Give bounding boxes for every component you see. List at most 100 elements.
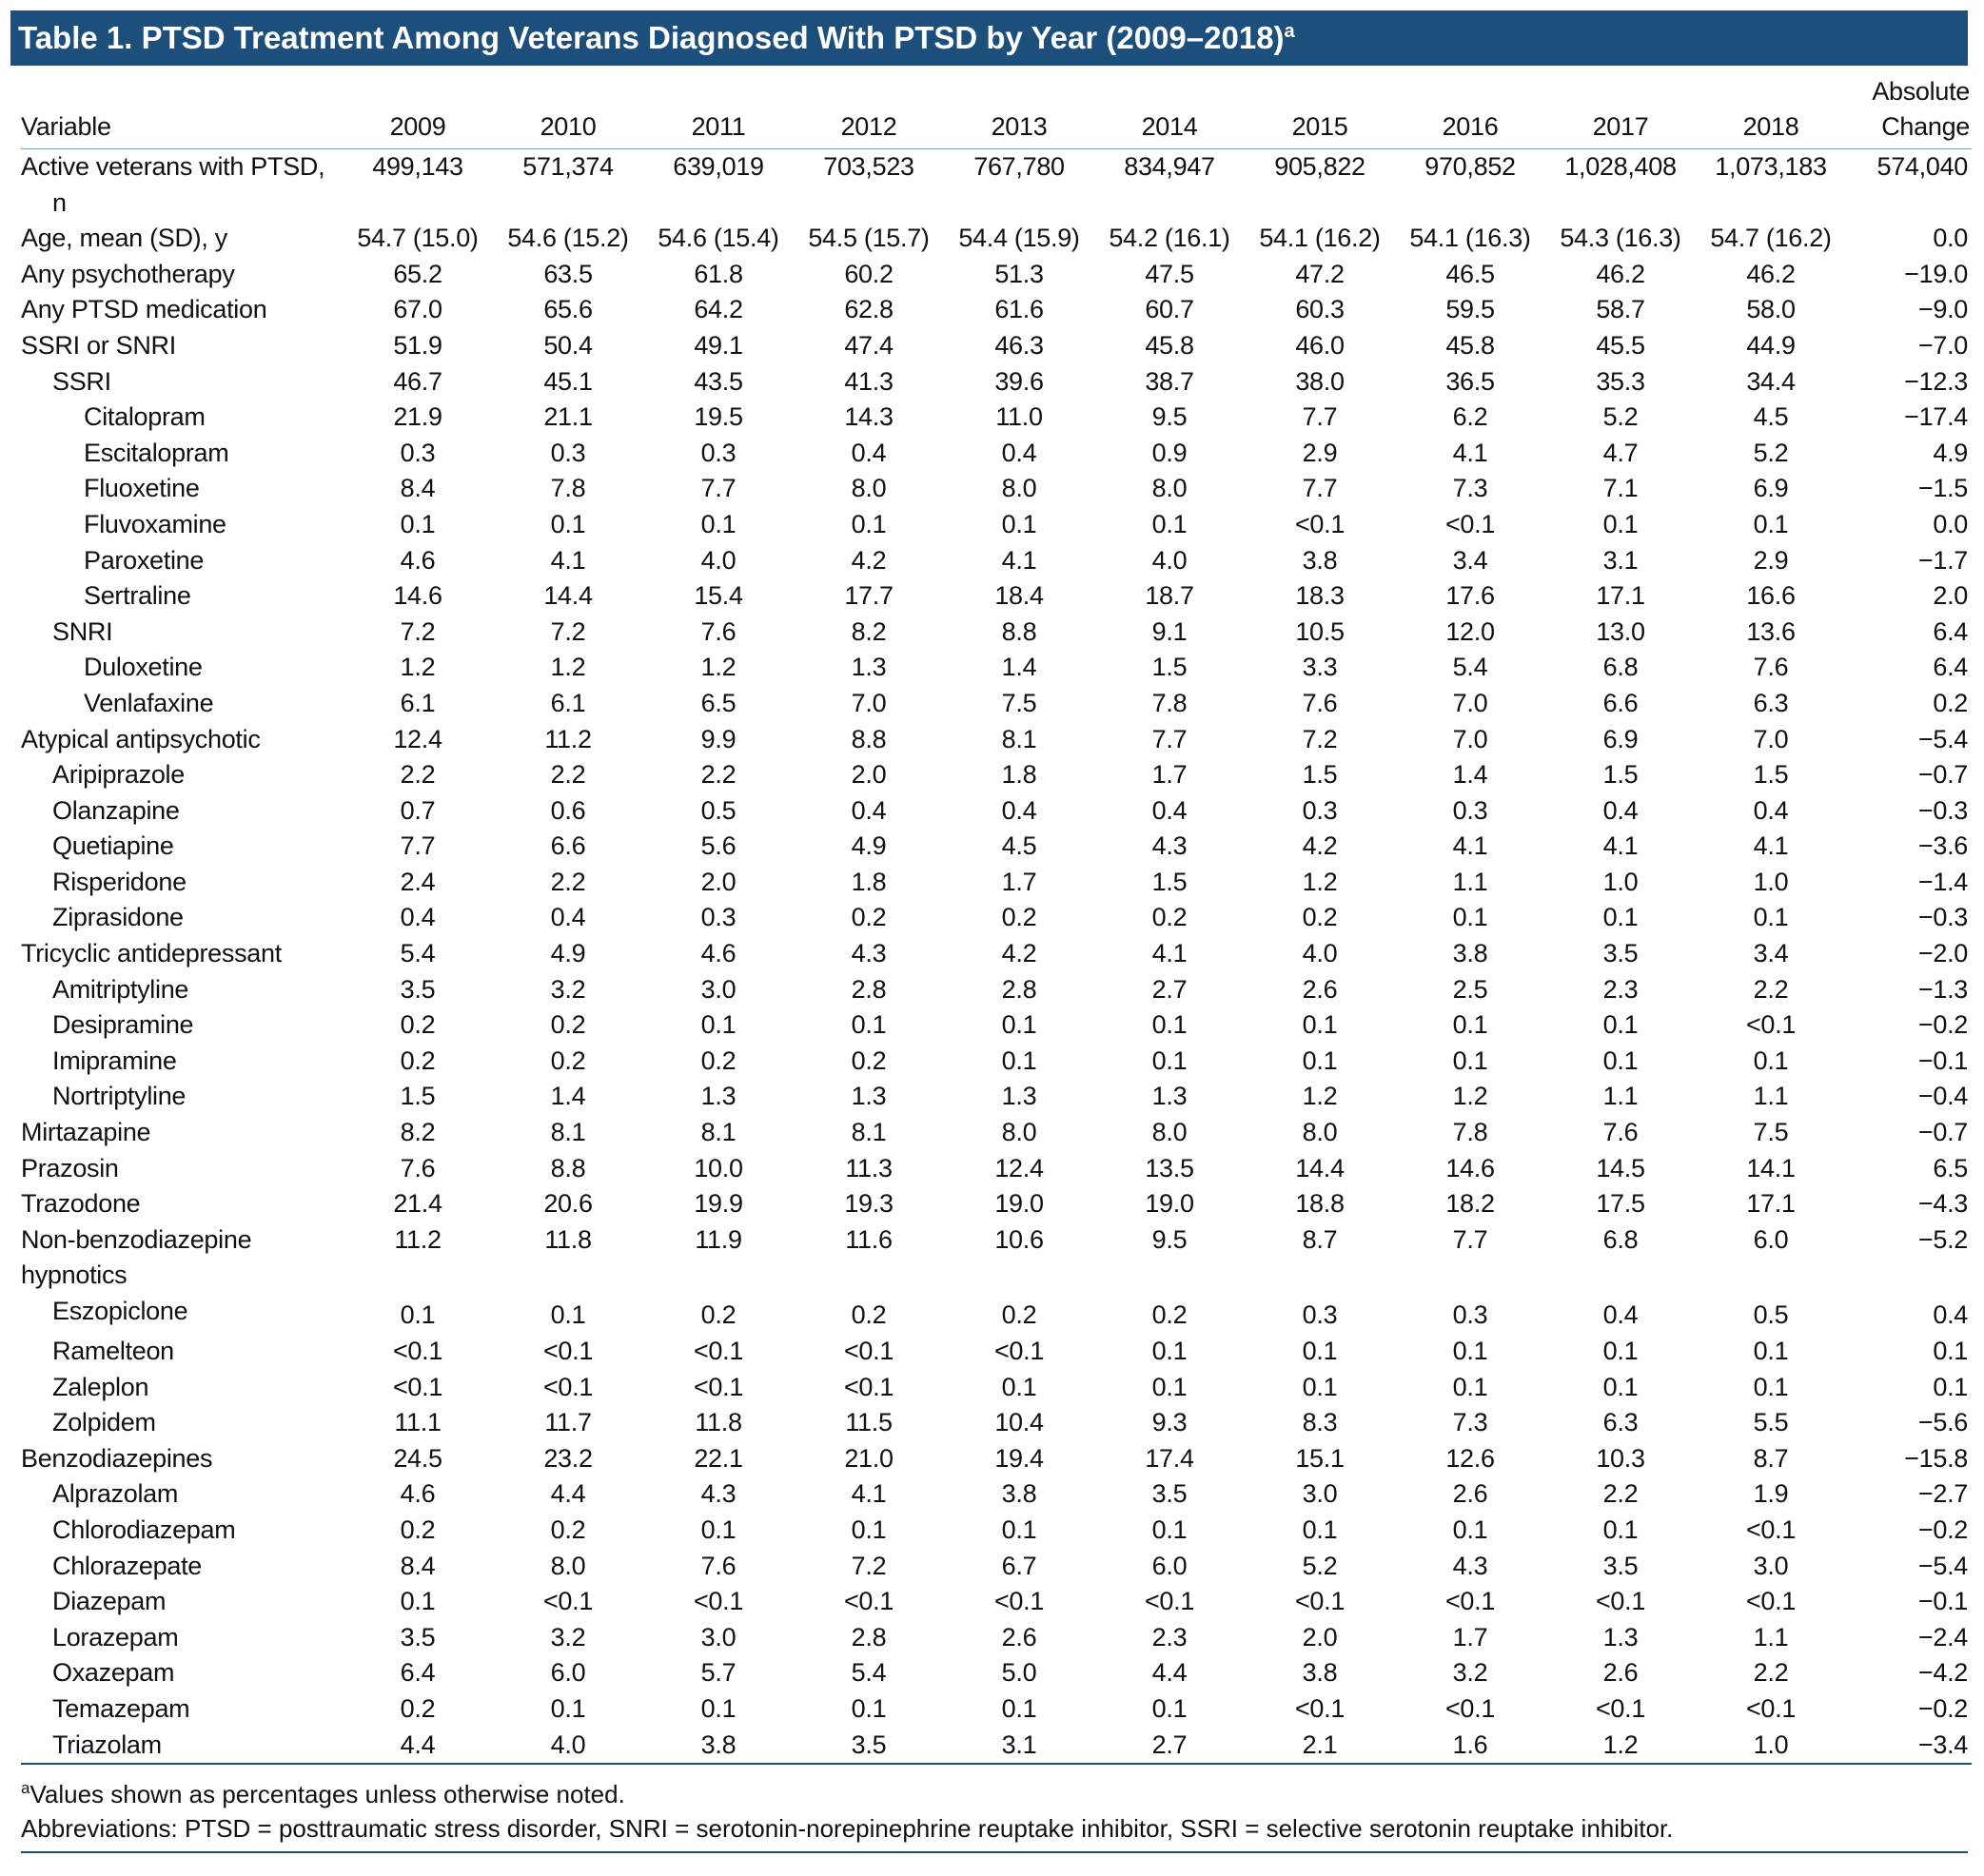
value-cell: 0.1 [550,509,586,538]
table-row: Venlafaxine 6.1 6.1 6.5 7.0 7.5 7.8 7.6 7.0 6.6 6.… [21,686,1972,722]
value-cell: 8.7 [1753,1443,1789,1473]
footnote-marker: a [21,1779,30,1797]
row-label: Trazodone [21,1189,141,1219]
value-cell: 0.4 [1602,795,1639,825]
value-cell: 0.4 [1933,1300,1968,1329]
value-cell: 4.5 [1001,831,1037,861]
value-cell: 4.1 [851,1479,887,1509]
value-cell: −7.0 [1917,330,1968,360]
value-cell: 38.7 [1145,366,1194,396]
value-cell: −3.6 [1917,831,1968,861]
table-row: Mirtazapine 8.2 8.1 8.1 8.1 8.0 8.0 8.0 7.8 7.6 7.… [21,1115,1972,1151]
row-label-cell: Duloxetine [21,650,343,686]
value-cell: 17.4 [1145,1443,1194,1473]
row-label: Zaleplon [52,1372,149,1401]
value-cell: 38.0 [1295,366,1345,396]
row-label-cell: Sertraline [21,578,343,615]
table-row: Desipramine 0.2 0.2 0.1 0.1 0.1 0.1 0.1 0.1 0.1 <0… [21,1007,1972,1044]
value-cell: 1.3 [851,1082,887,1111]
row-label-cell: Atypical antipsychotic [21,722,343,758]
table-title: Table 1. PTSD Treatment Among Veterans D… [10,10,1968,66]
value-cell: 499,143 [372,152,463,181]
table-row: Fluoxetine 8.4 7.8 7.7 8.0 8.0 8.0 7.7 7.3 7.1 6.9… [21,471,1972,507]
value-cell: 0.6 [550,795,586,825]
value-cell: <0.1 [1745,1693,1797,1723]
value-cell: 0.1 [1602,903,1639,932]
value-cell: 5.4 [400,939,436,968]
value-cell: −0.7 [1917,760,1968,790]
value-cell: 54.6 (15.4) [658,224,779,253]
row-label: Sertraline [84,581,191,611]
value-cell: 3.5 [400,1622,436,1651]
row-label-cell: Paroxetine [21,543,343,579]
value-cell: 11.8 [695,1408,742,1437]
value-cell: −2.0 [1917,939,1968,968]
value-cell: 0.1 [851,509,887,538]
value-cell: 6.5 [700,688,737,717]
value-cell: 16.6 [1746,581,1796,611]
value-cell: 21.0 [844,1443,894,1473]
row-label: Triazolam [52,1729,162,1759]
value-cell: −5.4 [1917,1551,1968,1580]
value-cell: <0.1 [1595,1587,1646,1616]
value-cell: <0.1 [1294,1587,1346,1616]
value-cell: 1.4 [550,1082,586,1111]
value-cell: 7.7 [1151,724,1188,753]
row-label: Benzodiazepines [21,1443,213,1473]
value-cell: 4.3 [1151,831,1188,861]
value-cell: 0.1 [1602,509,1639,538]
table-row: Risperidone 2.4 2.2 2.0 1.8 1.7 1.5 1.2 1.1 1.0 1.… [21,865,1972,901]
value-cell: 2.3 [1151,1622,1188,1651]
value-cell: 3.4 [1753,939,1789,968]
value-cell: 43.5 [694,366,743,396]
value-cell: 4.2 [1001,939,1037,968]
value-cell: 7.8 [1151,688,1188,717]
value-cell: <0.1 [1444,1693,1496,1723]
value-cell: 3.0 [700,974,737,1004]
value-cell: 1.8 [851,867,887,896]
value-cell: 0.4 [550,903,586,932]
value-cell: <0.1 [843,1587,894,1616]
row-label-cell: Trazodone [21,1186,343,1222]
value-cell: −1.5 [1917,474,1968,503]
value-cell: 7.8 [550,474,586,503]
row-label: Zolpidem [52,1408,156,1437]
value-cell: 6.5 [1933,1153,1968,1182]
value-cell: 0.1 [1933,1337,1968,1365]
value-cell: 7.7 [1302,402,1338,432]
table-row: Nortriptyline 1.5 1.4 1.3 1.3 1.3 1.3 1.2 1.2 1.1… [21,1079,1972,1115]
value-cell: 0.3 [700,438,737,467]
value-cell: 0.1 [700,509,737,538]
value-cell: 46.0 [1295,330,1345,360]
row-label-cell: Triazolam [21,1727,343,1766]
value-cell: 4.7 [1602,438,1639,467]
value-cell: 2.6 [1602,1658,1639,1688]
value-cell: 1.2 [1545,1727,1696,1766]
value-cell: 10.4 [994,1408,1044,1437]
value-cell: 54.1 (16.2) [1259,224,1381,253]
value-cell: 24.5 [393,1443,442,1473]
value-cell: 0.1 [1151,1372,1188,1401]
value-cell: 4.1 [1151,939,1188,968]
value-cell: 11.6 [845,1224,893,1254]
table-row: Escitalopram 0.3 0.3 0.3 0.4 0.4 0.9 2.9 4.1 4.7 5… [21,436,1972,472]
value-cell: −17.4 [1904,402,1968,432]
value-cell: 3.3 [1302,653,1338,682]
column-header: 2014 [1094,74,1245,149]
value-cell: 1.1 [1753,1622,1789,1651]
value-cell: 0.7 [400,795,436,825]
row-label: Prazosin [21,1153,119,1182]
value-cell: −2.4 [1917,1622,1968,1651]
column-header: 2015 [1245,74,1395,149]
value-cell: 639,019 [673,152,764,181]
value-cell: 10.0 [694,1153,743,1182]
value-cell: 0.1 [1452,1372,1488,1401]
value-cell: <0.1 [693,1372,744,1401]
value-cell: 12.4 [994,1153,1044,1182]
value-cell: 6.9 [1753,474,1789,503]
value-cell: 4.1 [1753,831,1789,861]
row-label-cell: SSRI [21,364,343,401]
table-row: Zaleplon <0.1 <0.1 <0.1 <0.1 0.1 0.1 0.1 0.1 0.1 0… [21,1370,1972,1406]
row-label: Imipramine [52,1045,177,1075]
value-cell: 3.0 [1753,1551,1789,1580]
